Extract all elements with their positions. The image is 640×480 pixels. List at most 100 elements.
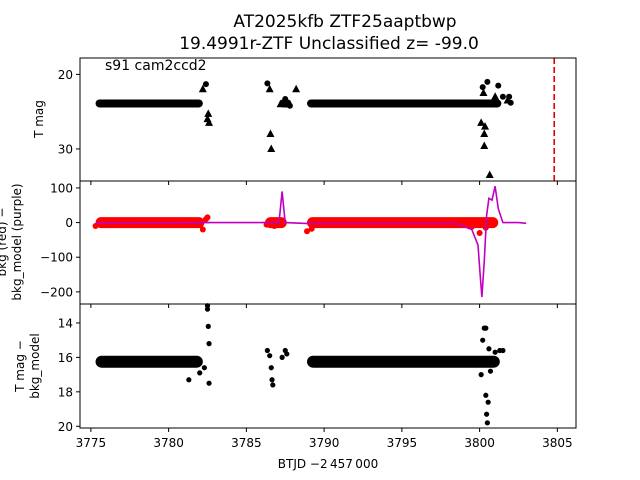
bottom-data-point — [483, 325, 489, 331]
top-data-point — [506, 93, 513, 100]
x-tick-label: 3780 — [153, 436, 184, 450]
bottom-data-point — [201, 365, 207, 371]
bkg-model-line — [95, 186, 527, 298]
bkg-point — [398, 218, 405, 225]
y-tick-label-middle: −200 — [40, 285, 73, 299]
top-data-point — [264, 80, 271, 87]
bottom-data-point — [483, 392, 489, 398]
y-tick-label-middle: −100 — [40, 251, 73, 265]
x-tick-label: 3775 — [76, 436, 107, 450]
bottom-data-point — [269, 377, 275, 383]
y-tick-label-middle: 100 — [50, 181, 73, 195]
top-triangle-point — [477, 118, 486, 126]
bkg-point — [118, 221, 125, 228]
top-data-point — [202, 81, 209, 88]
top-data-point — [286, 102, 293, 109]
top-data-point — [484, 78, 491, 85]
top-triangle-point — [485, 170, 494, 179]
bkg-point — [92, 223, 99, 230]
bottom-data-point — [500, 347, 506, 354]
bottom-data-point — [486, 346, 492, 352]
middle-ylabel-line1: bkg (red) − — [0, 208, 9, 277]
bottom-ylabel-line1: T mag − — [13, 340, 27, 393]
bottom-data-point — [268, 365, 274, 371]
bottom-data-point — [264, 347, 270, 354]
top-triangle-point — [265, 84, 274, 93]
bkg-point — [476, 229, 483, 236]
bottom-data-point — [480, 337, 486, 343]
panel-middle: 100 0 −100 −200 bkg (red) − bkg_model (purp… — [0, 180, 577, 305]
bottom-data-point — [284, 351, 290, 357]
top-triangle-point — [480, 129, 489, 138]
bottom-frame — [79, 303, 577, 429]
x-tick-label: 3805 — [542, 436, 573, 450]
top-triangle-point — [292, 84, 301, 93]
top-triangle-point — [267, 144, 276, 152]
bottom-data-point — [270, 382, 276, 388]
y-tick-label-top: 30 — [58, 142, 73, 156]
y-tick-label-bottom: 14 — [58, 316, 73, 330]
bottom-data-band — [95, 355, 203, 368]
y-tick-label-middle: 0 — [65, 216, 73, 230]
bottom-data-point — [267, 353, 273, 359]
bottom-data-point — [487, 368, 494, 374]
x-tick-label: 3790 — [309, 436, 340, 450]
chart-title-line1: AT2025kfb ZTF25aaptbwp — [233, 12, 456, 32]
x-tick-label: 3795 — [387, 436, 418, 450]
bottom-data-point — [206, 341, 212, 347]
top-triangle-point — [205, 118, 214, 126]
top-data-point — [499, 93, 506, 100]
bkg-point — [271, 223, 278, 230]
middle-marks — [92, 186, 527, 298]
top-frame — [79, 57, 577, 182]
bottom-y-axis: 14 16 18 20 — [58, 316, 80, 434]
top-data-point — [282, 96, 289, 102]
top-triangle-point — [276, 99, 285, 108]
x-tick-label: 3785 — [231, 436, 262, 450]
top-triangle-point — [266, 129, 275, 138]
middle-frame — [79, 180, 577, 305]
x-tick-label: 3800 — [464, 436, 495, 450]
top-triangle-point — [481, 122, 490, 130]
bottom-data-point — [206, 380, 212, 386]
top-triangle-point — [198, 84, 207, 93]
bottom-data-point — [204, 306, 211, 312]
bkg-point — [352, 217, 359, 224]
y-tick-label-bottom: 20 — [58, 420, 73, 434]
x-axis-label: BTJD −2 457 000 — [278, 457, 378, 471]
bkg-point — [308, 225, 315, 232]
chart-title-line2: 19.4991r-ZTF Unclassified z= -99.0 — [179, 34, 479, 54]
bottom-data-point — [484, 420, 490, 426]
bottom-data-point — [478, 372, 484, 378]
top-marks — [95, 58, 556, 181]
bottom-data-point — [485, 399, 491, 405]
bottom-data-point — [197, 370, 203, 376]
bottom-data-point — [492, 349, 498, 355]
y-tick-label-bottom: 18 — [58, 385, 73, 399]
x-axis: 3775 3780 3785 3790 3795 3800 3805 — [76, 181, 573, 450]
bottom-ylabel-line2: bkg_model — [28, 333, 42, 399]
top-data-band — [95, 99, 203, 108]
y-tick-label-bottom: 16 — [58, 351, 73, 365]
top-triangle-point — [204, 109, 213, 117]
bottom-data-point — [205, 323, 211, 329]
top-triangle-point — [480, 141, 489, 149]
middle-ylabel-line2: bkg_model (purple) — [10, 183, 24, 300]
panel-bottom: 14 16 18 20 T mag − bkg_model — [13, 303, 577, 434]
bottom-data-band — [307, 355, 500, 368]
bkg-point — [304, 228, 311, 235]
top-triangle-point — [479, 88, 488, 97]
top-triangle-point — [491, 92, 500, 100]
bottom-marks — [95, 303, 506, 426]
y-tick-label-top: 20 — [58, 68, 73, 82]
bkg-point — [204, 214, 211, 221]
middle-y-axis: 100 0 −100 −200 — [40, 181, 80, 299]
top-ylabel: T mag — [32, 100, 46, 139]
top-data-point — [479, 84, 486, 91]
top-data-point — [495, 82, 502, 89]
bkg-point — [199, 226, 206, 233]
top-data-band — [307, 99, 502, 108]
top-annotation: s91 cam2ccd2 — [105, 58, 207, 74]
